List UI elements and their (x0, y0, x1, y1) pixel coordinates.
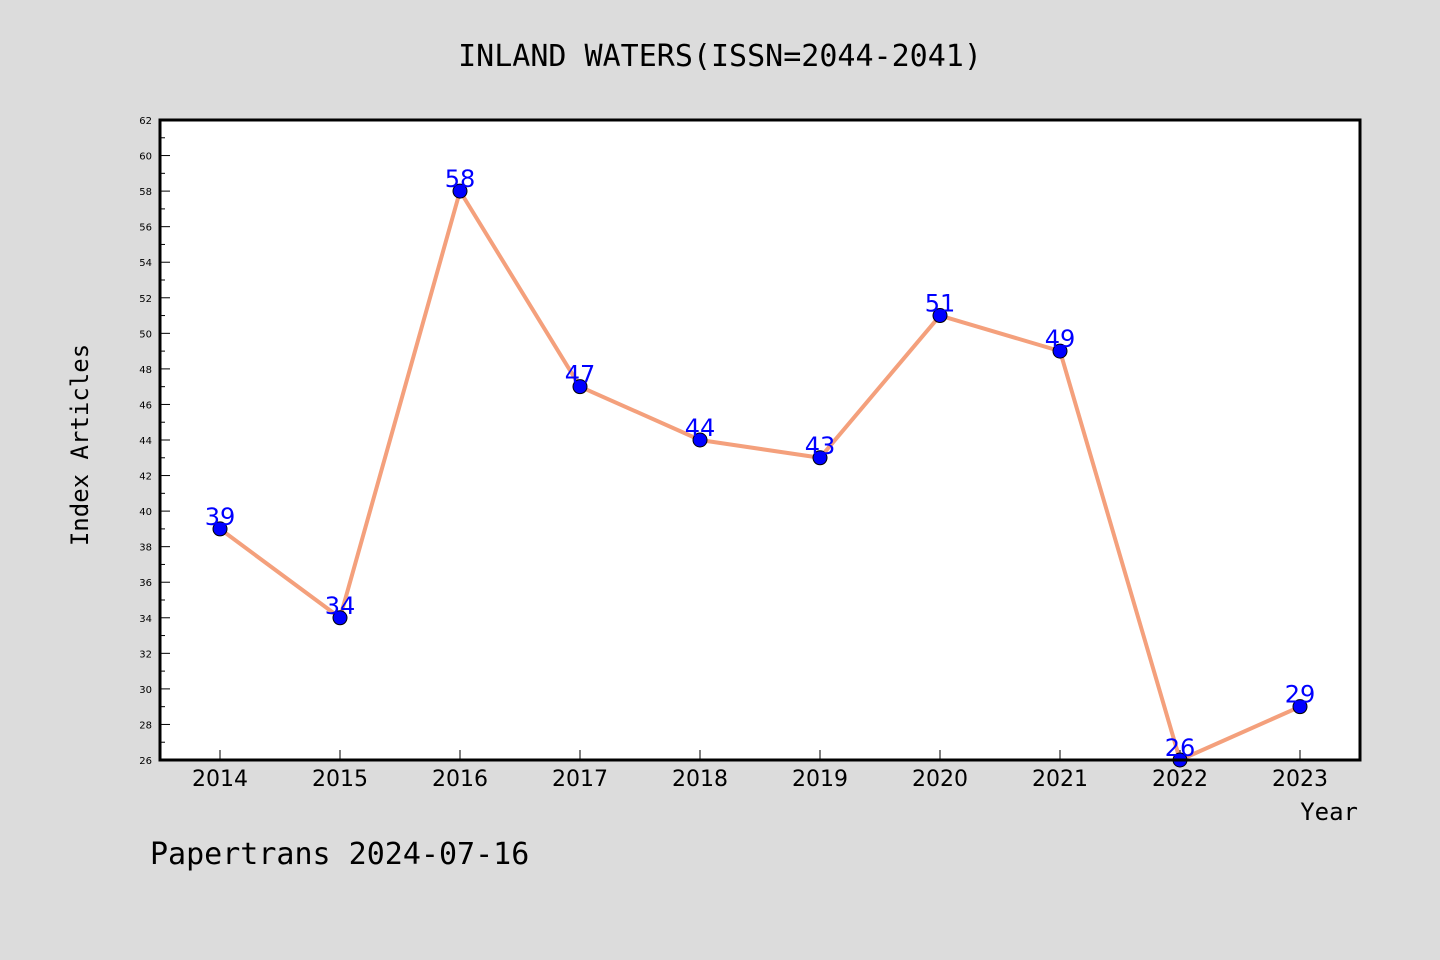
x-tick-label: 2017 (552, 767, 608, 792)
data-label: 44 (685, 414, 716, 442)
x-axis: 2014 2015 2016 2017 2018 2019 2020 2021 2022 2023 (192, 750, 1328, 792)
y-tick-label: 56 (139, 223, 152, 234)
data-point (332, 610, 348, 626)
data-point (572, 379, 588, 395)
y-tick-label: 44 (139, 436, 152, 447)
data-label: 49 (1045, 325, 1076, 353)
x-tick-label: 2020 (912, 767, 968, 792)
data-label: 26 (1165, 734, 1196, 762)
y-tick-label: 26 (139, 756, 152, 767)
data-label: 34 (325, 592, 356, 620)
y-tick-label: 46 (139, 400, 152, 411)
y-tick-label: 40 (139, 507, 152, 518)
data-point (812, 450, 828, 466)
data-label: 51 (925, 290, 956, 318)
y-axis: 26 28 30 32 34 36 38 40 42 44 46 48 50 52 54 56 58 60 62 (139, 116, 170, 767)
data-point (1292, 699, 1308, 715)
y-tick-label: 36 (139, 578, 152, 589)
x-tick-label: 2022 (1152, 767, 1208, 792)
data-label: 43 (805, 432, 836, 460)
y-tick-label: 60 (139, 152, 152, 163)
plot-area (160, 120, 1360, 760)
y-tick-label: 50 (139, 329, 152, 340)
chart-title: INLAND WATERS(ISSN=2044-2041) (458, 39, 982, 74)
footer-credit: Papertrans 2024-07-16 (150, 837, 529, 872)
x-tick-label: 2018 (672, 767, 728, 792)
x-axis-label: Year (1300, 798, 1358, 826)
y-tick-label: 34 (139, 614, 152, 625)
series-line (218, 189, 1302, 762)
data-point (452, 183, 468, 199)
x-tick-label: 2016 (432, 767, 488, 792)
y-tick-label: 48 (139, 365, 152, 376)
y-tick-label: 32 (139, 649, 152, 660)
y-tick-label: 54 (139, 258, 152, 269)
data-point (692, 432, 708, 448)
data-label: 29 (1285, 681, 1316, 709)
y-tick-label: 38 (139, 543, 152, 554)
plot-frame (158, 118, 1362, 762)
data-label: 47 (565, 361, 596, 389)
data-point (212, 521, 228, 537)
series-layer: 39 34 58 47 44 43 51 49 26 29 (205, 165, 1316, 768)
x-tick-label: 2019 (792, 767, 848, 792)
y-tick-label: 42 (139, 472, 152, 483)
data-label: 58 (445, 165, 476, 193)
y-tick-label: 28 (139, 720, 152, 731)
data-point (1052, 343, 1068, 359)
y-tick-label: 30 (139, 685, 152, 696)
data-label: 39 (205, 503, 236, 531)
y-axis-label: Index Articles (66, 344, 94, 546)
data-point (932, 308, 948, 324)
x-tick-label: 2014 (192, 767, 248, 792)
y-tick-label: 62 (139, 116, 152, 127)
x-tick-label: 2015 (312, 767, 368, 792)
x-tick-label: 2023 (1272, 767, 1328, 792)
y-tick-label: 58 (139, 187, 152, 198)
y-tick-label: 52 (139, 294, 152, 305)
x-tick-label: 2021 (1032, 767, 1088, 792)
